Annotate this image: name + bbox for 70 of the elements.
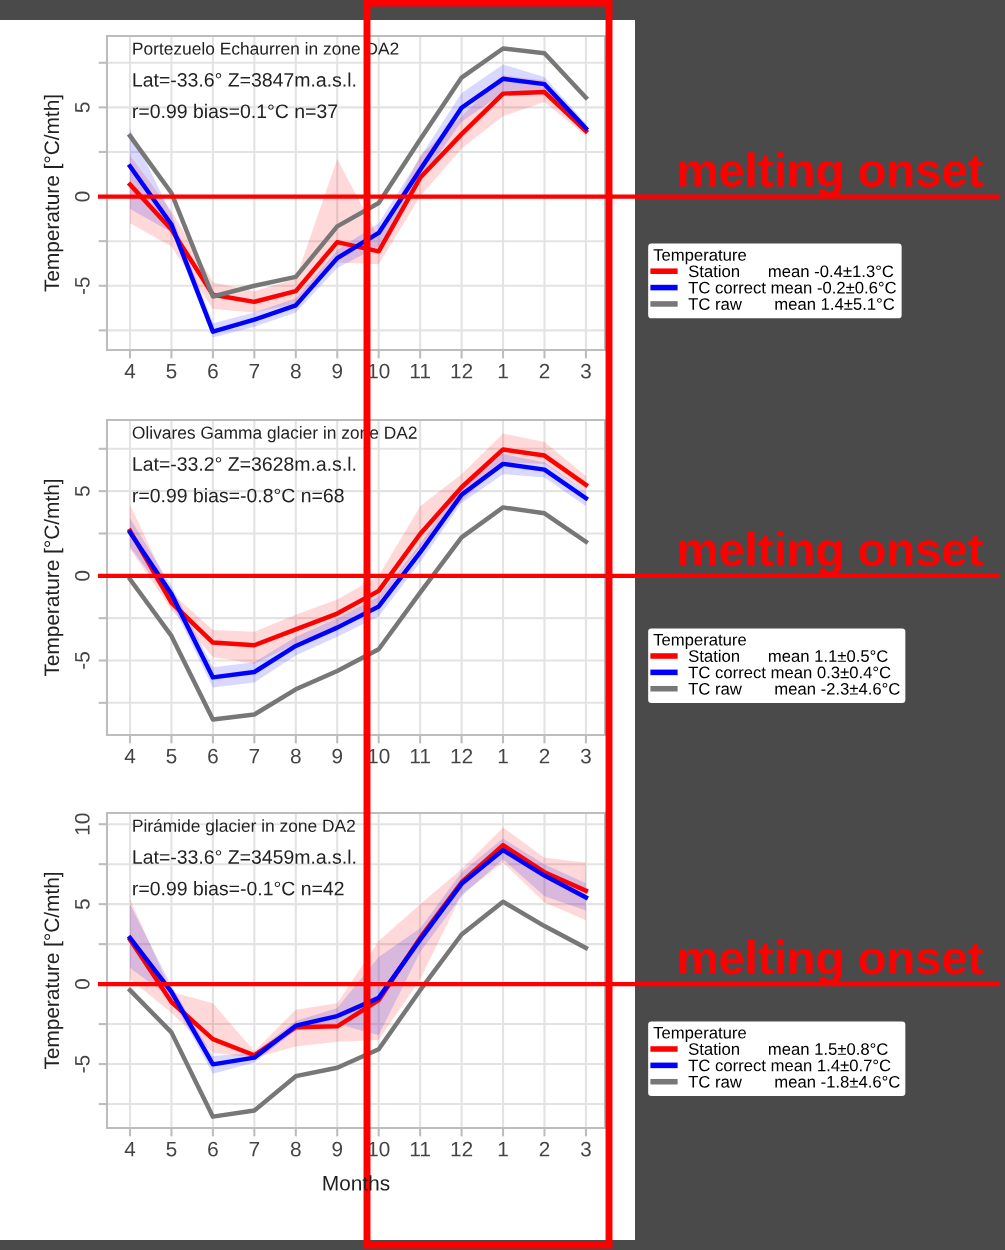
x-tick-label: 5: [166, 363, 177, 379]
y-tick-label: 5: [75, 486, 90, 497]
chart-title: Pirámide glacier in zone DA2: [133, 818, 355, 836]
annotation: r=0.99 bias=-0.8°C n=68: [133, 488, 344, 503]
x-tick-label: 7: [249, 363, 260, 379]
x-tick-label: 6: [208, 363, 218, 379]
x-tick-label: 4: [124, 1141, 136, 1157]
y-tick-label: -5: [75, 652, 90, 669]
y-tick-label: 0: [74, 979, 90, 990]
x-tick-label: 8: [290, 363, 301, 379]
x-tick-label: 12: [451, 1141, 473, 1157]
x-tick-label: 8: [290, 1141, 301, 1157]
y-axis-title: Temperature [°C/mth]: [43, 95, 64, 292]
legend-label: TC correct mean 1.4±0.7°C: [688, 1059, 891, 1072]
x-tick-label: 9: [332, 363, 343, 379]
legend-title: Temperature: [653, 1026, 746, 1042]
annotation: r=0.99 bias=-0.1°C n=42: [133, 881, 344, 896]
annotation: Lat=-33.6° Z=3459m.a.s.l.: [133, 849, 356, 864]
legend-label: TC correct mean 0.3±0.4°C: [688, 666, 891, 679]
legend-title: Temperature: [653, 633, 746, 649]
x-tick-label: 11: [410, 748, 430, 764]
ref-line-label: melting onset: [679, 939, 983, 985]
x-tick-label: 7: [249, 1141, 260, 1157]
y-tick-label: 5: [75, 102, 90, 113]
x-tick-label: 11: [410, 363, 430, 379]
y-axis-title: Temperature [°C/mth]: [43, 872, 64, 1070]
line-series: [127, 899, 589, 1119]
x-tick-label: 8: [290, 748, 301, 764]
y-tick-label: 0: [74, 570, 90, 581]
legend-label: TC correct mean -0.2±0.6°C: [688, 281, 897, 294]
x-tick-label: 1: [498, 748, 508, 764]
annotation: Lat=-33.2° Z=3628m.a.s.l.: [133, 456, 356, 471]
y-tick-label: 0: [74, 191, 90, 202]
x-tick-label: 12: [451, 363, 473, 379]
x-tick-label: 2: [539, 363, 550, 379]
x-tick-label: 4: [124, 363, 136, 379]
x-tick-label: 3: [580, 748, 591, 764]
x-tick-label: 1: [498, 1141, 508, 1157]
legend-label: Station mean 1.1±0.5°C: [688, 649, 888, 662]
legend-label: TC raw mean -2.3±4.6°C: [688, 682, 900, 695]
x-tick-label: 1: [498, 363, 508, 379]
x-tick-label: 3: [580, 1141, 591, 1157]
y-axis-title: Temperature [°C/mth]: [43, 479, 64, 677]
x-tick-label: 3: [580, 363, 591, 379]
line-series: [127, 505, 589, 722]
legend-label: Station mean -0.4±1.3°C: [688, 264, 894, 278]
y-tick-label: -5: [75, 277, 90, 295]
annotation: r=0.99 bias=0.1°C n=37: [133, 103, 338, 119]
x-tick-label: 6: [208, 1141, 218, 1157]
x-tick-label: 12: [451, 748, 473, 764]
x-tick-label: 2: [539, 748, 550, 764]
x-tick-label: 5: [166, 748, 177, 764]
x-tick-label: 2: [539, 1141, 550, 1157]
y-tick-label: -5: [75, 1055, 90, 1073]
ref-line-label: melting onset: [679, 531, 983, 576]
legend-label: Station mean 1.5±0.8°C: [688, 1042, 888, 1055]
ref-line-label: melting onset: [679, 152, 983, 197]
x-tick-label: 6: [208, 748, 218, 764]
x-tick-label: 9: [332, 748, 343, 764]
legend-label: TC raw mean -1.8±4.6°C: [688, 1075, 900, 1088]
x-tick-label: 4: [124, 748, 136, 764]
legend-label: TC raw mean 1.4±5.1°C: [688, 298, 895, 310]
x-tick-label: 5: [166, 1141, 177, 1157]
legend-title: Temperature: [653, 249, 746, 265]
y-tick-label: 10: [74, 813, 90, 835]
x-tick-label: 7: [249, 748, 260, 764]
annotation: Lat=-33.6° Z=3847m.a.s.l.: [133, 72, 356, 87]
y-tick-label: 5: [75, 899, 90, 910]
x-tick-label: 11: [410, 1141, 430, 1157]
x-tick-label: 9: [332, 1141, 343, 1157]
